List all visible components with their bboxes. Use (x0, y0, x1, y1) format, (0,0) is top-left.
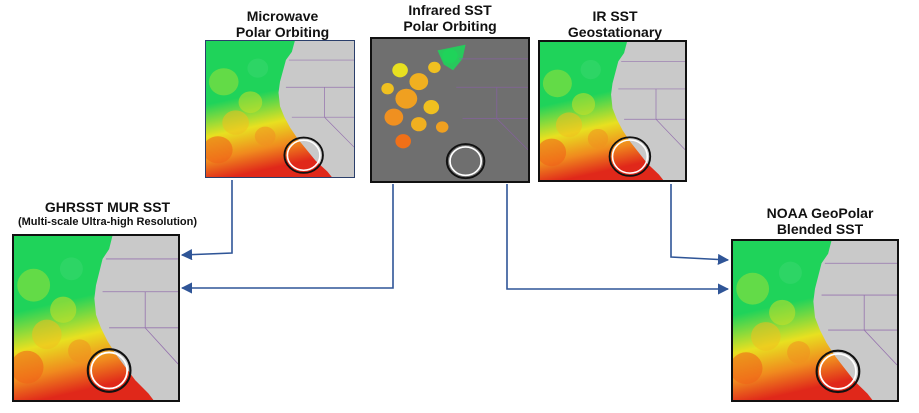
geopolar-sst-map (731, 239, 899, 402)
mur-label-line2: (Multi-scale Ultra-high Resolution) (0, 215, 215, 229)
mur-sst-map (12, 234, 180, 402)
microwave-sst-imagery (206, 41, 354, 177)
infrared-label-line1: Infrared SST (380, 2, 520, 18)
arrow-ir-geo-to-geopolar (671, 184, 728, 260)
geopolar-sst-imagery (733, 241, 897, 400)
ir-geo-label-line1: IR SST (545, 8, 685, 24)
infrared-label: Infrared SST Polar Orbiting (380, 2, 520, 34)
mur-sst-imagery (14, 236, 178, 400)
ir-geo-sst-map (538, 40, 687, 182)
infrared-sst-imagery (372, 39, 528, 181)
arrow-infrared-to-geopolar (507, 184, 728, 289)
ir-geo-sst-imagery (540, 42, 685, 180)
ir-geo-label-line2: Geostationary (545, 24, 685, 40)
microwave-label: Microwave Polar Orbiting (220, 8, 345, 40)
geopolar-label-line2: Blended SST (740, 221, 900, 237)
microwave-label-line2: Polar Orbiting (220, 24, 345, 40)
microwave-label-line1: Microwave (220, 8, 345, 24)
mur-label-line1: GHRSST MUR SST (0, 199, 215, 215)
mur-label: GHRSST MUR SST (Multi-scale Ultra-high R… (0, 199, 215, 229)
ir-geo-label: IR SST Geostationary (545, 8, 685, 40)
geopolar-label-line1: NOAA GeoPolar (740, 205, 900, 221)
infrared-label-line2: Polar Orbiting (380, 18, 520, 34)
microwave-sst-map (205, 40, 355, 178)
infrared-sst-map (370, 37, 530, 183)
geopolar-label: NOAA GeoPolar Blended SST (740, 205, 900, 237)
